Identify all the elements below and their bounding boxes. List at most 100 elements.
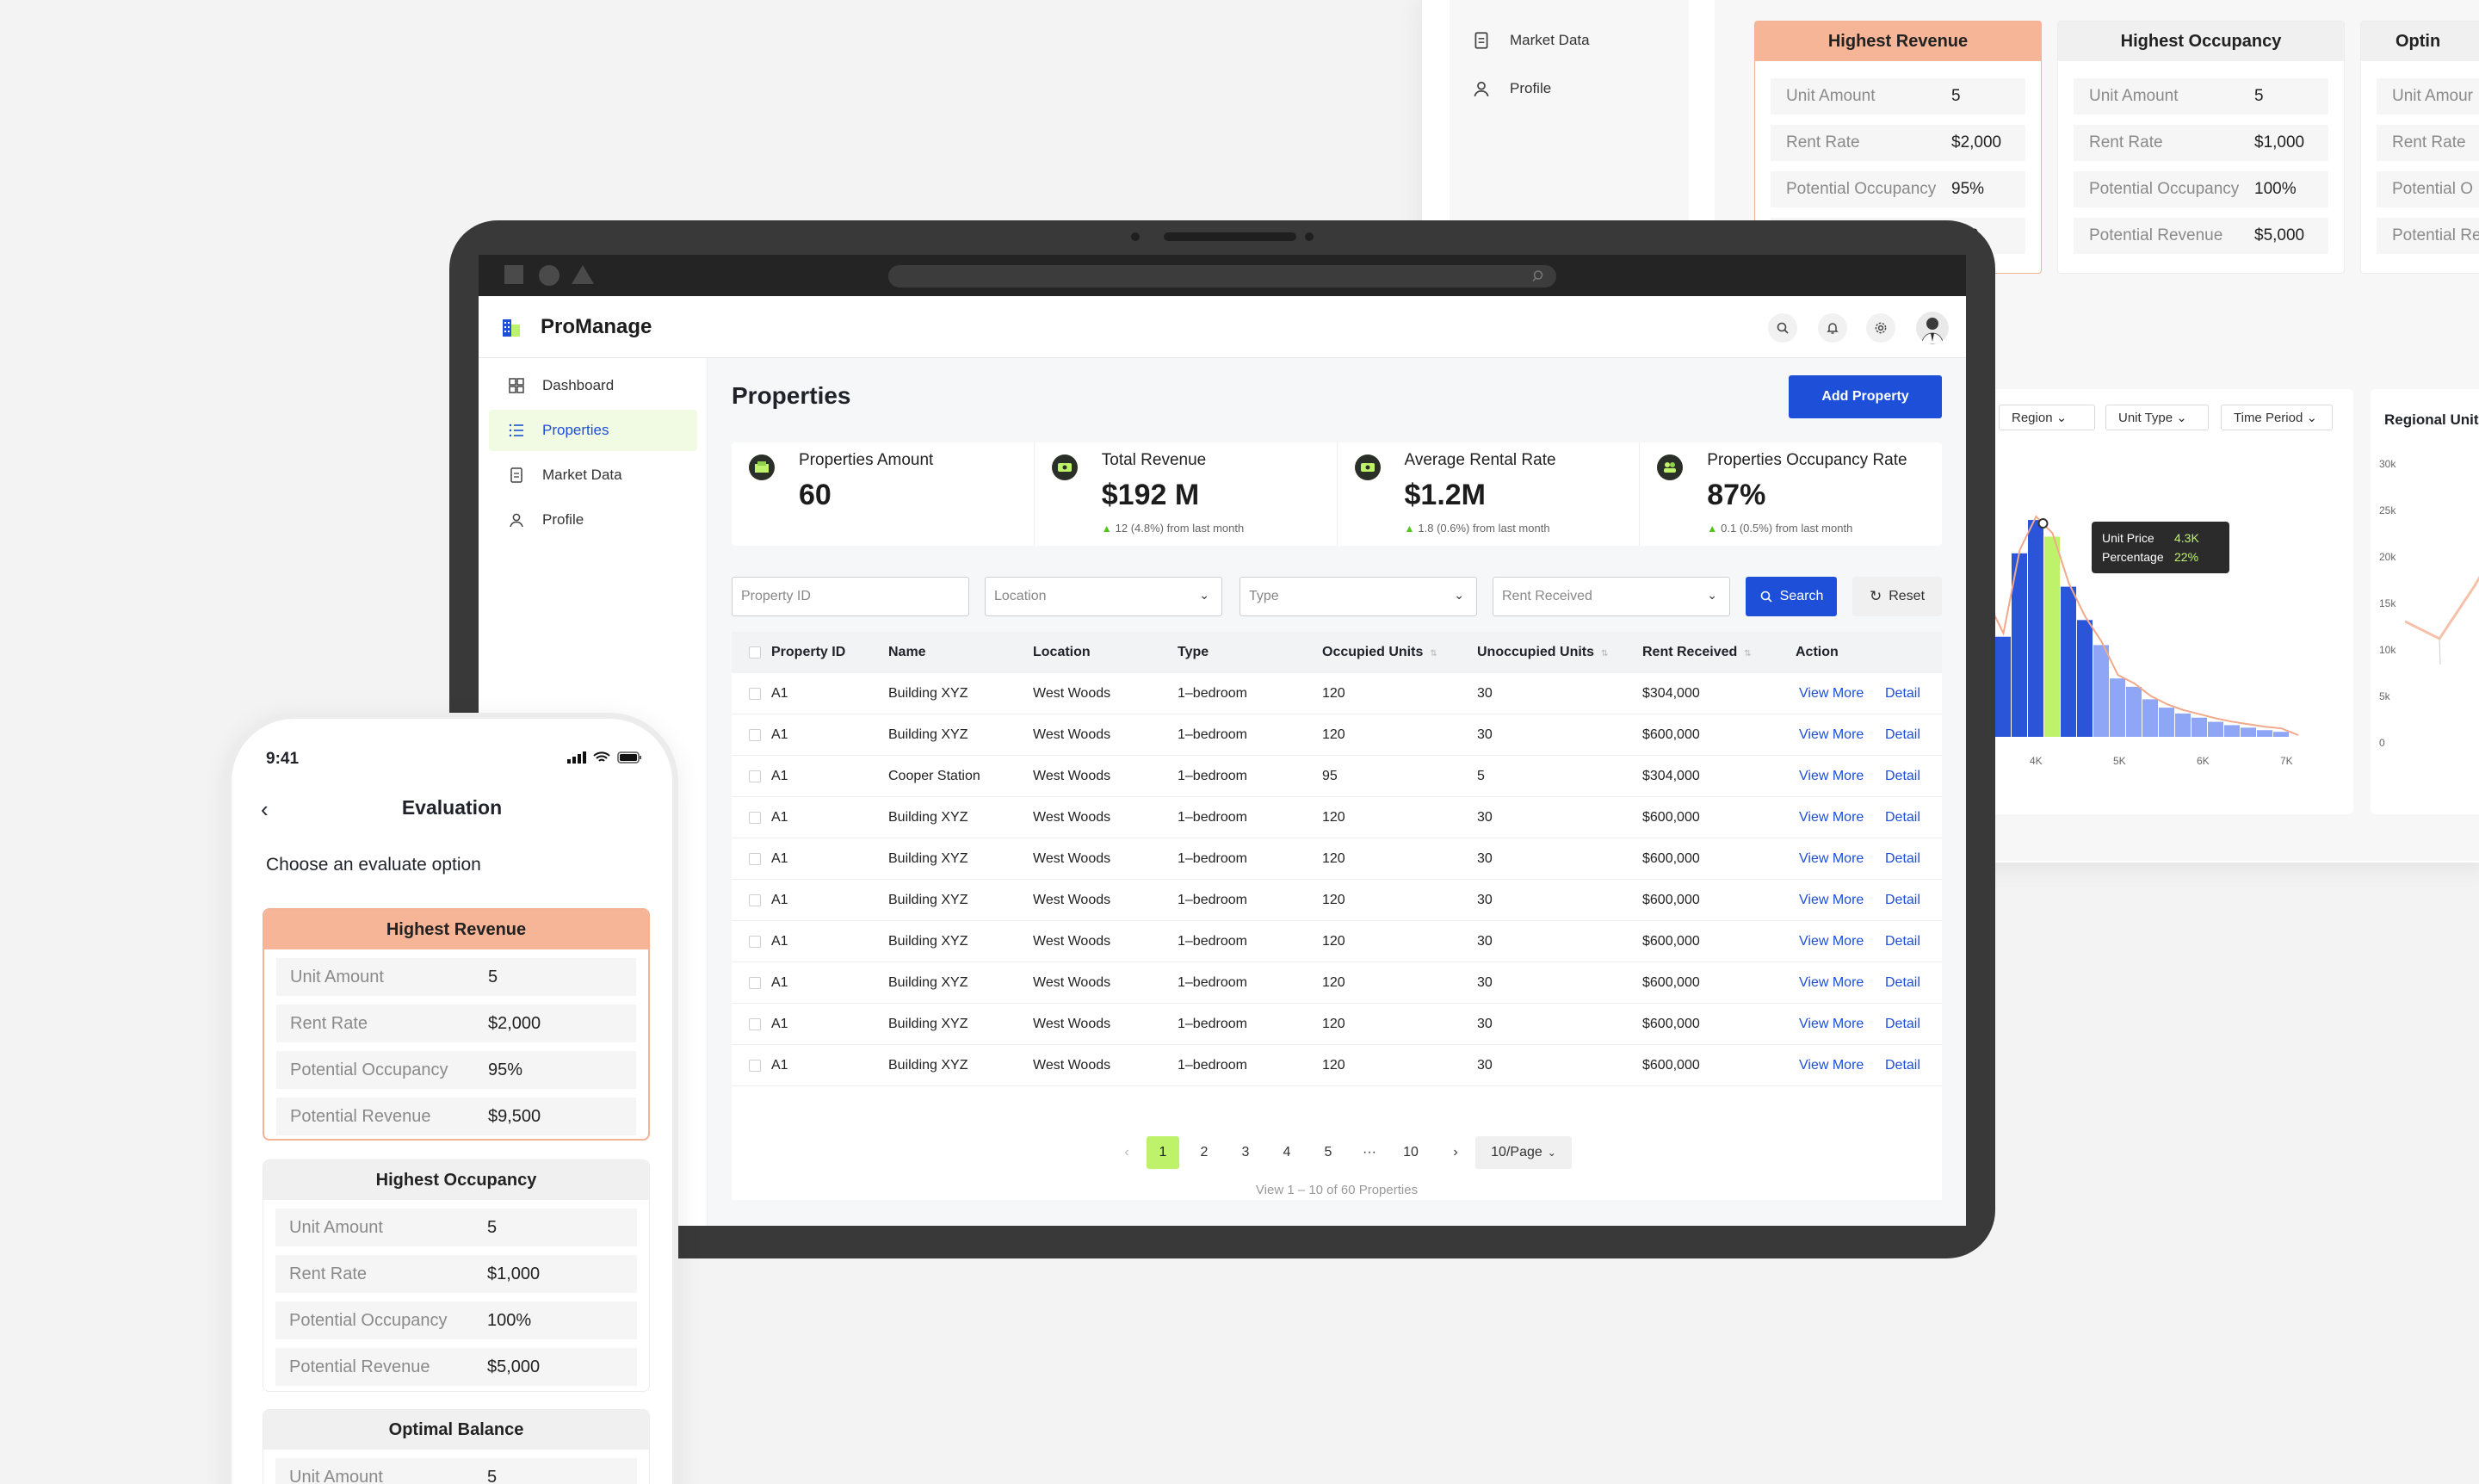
rent-received-select[interactable]: Rent Received ⌄ — [1493, 577, 1730, 616]
sidebar-item-properties[interactable]: Properties — [489, 410, 697, 451]
settings-button[interactable] — [1866, 313, 1895, 343]
view-more-link[interactable]: View More — [1799, 974, 1864, 990]
detail-link[interactable]: Detail — [1885, 809, 1920, 825]
histogram-bar — [2208, 721, 2223, 737]
row-checkbox[interactable] — [749, 1017, 761, 1030]
row-checkbox[interactable] — [749, 852, 761, 865]
stat-label: Average Rental Rate — [1404, 451, 1556, 469]
refresh-icon: ↻ — [1869, 588, 1882, 604]
card-row: Rent Rate $2,000 — [1771, 125, 2025, 161]
sidebar-item-profile[interactable]: Profile — [489, 499, 697, 541]
detail-link[interactable]: Detail — [1885, 974, 1920, 990]
cell-occupied: 120 — [1322, 685, 1345, 701]
unit-type-select[interactable]: Unit Type ⌄ — [2105, 405, 2209, 430]
cell-unoccupied: 30 — [1477, 892, 1493, 907]
view-more-link[interactable]: View More — [1799, 933, 1864, 949]
pagination-page[interactable]: 10 — [1403, 1145, 1419, 1159]
view-more-link[interactable]: View More — [1799, 1016, 1864, 1031]
cell-type: 1–bedroom — [1178, 892, 1247, 907]
view-more-link[interactable]: View More — [1799, 850, 1864, 866]
detail-link[interactable]: Detail — [1885, 1057, 1920, 1073]
cell-unoccupied: 5 — [1477, 768, 1485, 783]
col-occupied-units[interactable]: Occupied Units ⇅ — [1322, 645, 1437, 659]
pagination-page[interactable]: 3 — [1241, 1145, 1250, 1159]
y-tick-label: 20k — [2379, 551, 2396, 563]
row-checkbox[interactable] — [749, 1059, 761, 1072]
detail-link[interactable]: Detail — [1885, 1016, 1920, 1031]
header-search-button[interactable] — [1768, 313, 1797, 343]
row-checkbox[interactable] — [749, 728, 761, 741]
stat-value: 87% — [1707, 479, 1766, 511]
option-highest-revenue[interactable]: Highest Revenue Unit Amount 5 Rent Rate $2… — [263, 908, 650, 1141]
time-period-select[interactable]: Time Period ⌄ — [2221, 405, 2333, 430]
col-unoccupied-units[interactable]: Unoccupied Units ⇅ — [1477, 645, 1609, 659]
user-avatar[interactable] — [1916, 312, 1949, 344]
region-select[interactable]: Region ⌄ — [1999, 405, 2095, 430]
cell-type: 1–bedroom — [1178, 768, 1247, 783]
pagination-prev[interactable]: ‹ — [1124, 1145, 1129, 1159]
cell-unoccupied: 30 — [1477, 933, 1493, 949]
pagination-next[interactable]: › — [1453, 1145, 1458, 1159]
bg-card-highest-occupancy[interactable]: Highest Occupancy Unit Amount 5 Rent Rate… — [2057, 21, 2345, 274]
address-bar[interactable] — [888, 265, 1556, 288]
cell-rent: $600,000 — [1642, 809, 1700, 825]
col-location: Location — [1033, 645, 1091, 659]
bell-icon — [1827, 323, 1839, 334]
cell-rent: $600,000 — [1642, 727, 1700, 742]
option-highest-occupancy[interactable]: Highest Occupancy Unit Amount 5 Rent Rate… — [263, 1159, 650, 1392]
stat-label: Properties Amount — [799, 451, 934, 469]
histogram-bar — [2192, 717, 2207, 737]
cell-type: 1–bedroom — [1178, 685, 1247, 701]
view-more-link[interactable]: View More — [1799, 727, 1864, 742]
sidebar-item-dashboard[interactable]: Dashboard — [489, 365, 697, 406]
detail-link[interactable]: Detail — [1885, 768, 1920, 783]
view-more-link[interactable]: View More — [1799, 809, 1864, 825]
per-page-select[interactable]: 10/Page ⌄ — [1475, 1136, 1572, 1169]
row-checkbox[interactable] — [749, 976, 761, 989]
view-more-link[interactable]: View More — [1799, 685, 1864, 701]
pagination-page[interactable]: 1 — [1147, 1136, 1179, 1169]
row-checkbox[interactable] — [749, 770, 761, 782]
pagination-page[interactable]: 5 — [1324, 1145, 1332, 1159]
location-select[interactable]: Location ⌄ — [985, 577, 1222, 616]
pagination-page[interactable]: ··· — [1363, 1145, 1376, 1159]
cell-property-id: A1 — [771, 809, 788, 825]
cell-occupied: 120 — [1322, 933, 1345, 949]
pagination-page[interactable]: 4 — [1283, 1145, 1291, 1159]
view-more-link[interactable]: View More — [1799, 892, 1864, 907]
battery-icon — [617, 751, 641, 764]
search-icon — [1777, 322, 1789, 334]
view-more-link[interactable]: View More — [1799, 768, 1864, 783]
select-all-checkbox[interactable] — [749, 646, 761, 659]
property-id-input[interactable]: Property ID — [732, 577, 969, 616]
detail-link[interactable]: Detail — [1885, 685, 1920, 701]
cell-location: West Woods — [1033, 809, 1111, 825]
add-property-button[interactable]: Add Property — [1789, 375, 1942, 418]
row-checkbox[interactable] — [749, 687, 761, 700]
card-row: Potential Occupancy 100% — [2074, 171, 2328, 207]
detail-link[interactable]: Detail — [1885, 850, 1920, 866]
option-optimal-balance[interactable]: Optimal Balance Unit Amount 5 — [263, 1409, 650, 1484]
detail-link[interactable]: Detail — [1885, 892, 1920, 907]
type-select[interactable]: Type ⌄ — [1240, 577, 1477, 616]
row-checkbox[interactable] — [749, 893, 761, 906]
bg-nav-market-data[interactable]: Market Data — [1472, 31, 1590, 50]
sidebar-item-market-data[interactable]: Market Data — [489, 454, 697, 496]
detail-link[interactable]: Detail — [1885, 727, 1920, 742]
back-chevron-icon[interactable]: ‹ — [261, 796, 269, 822]
stat-label: Properties Occupancy Rate — [1707, 451, 1907, 469]
reset-button[interactable]: ↻ Reset — [1852, 577, 1942, 616]
table-row: A1 Building XYZ West Woods 1–bedroom 120 30 $6… — [732, 962, 1942, 1004]
row-checkbox[interactable] — [749, 935, 761, 948]
view-more-link[interactable]: View More — [1799, 1057, 1864, 1073]
bg-card-optimal[interactable]: Optin Unit Amour Rent Rate Potential O P… — [2360, 21, 2479, 274]
row-checkbox[interactable] — [749, 811, 761, 824]
notifications-button[interactable] — [1818, 313, 1847, 343]
pagination-page[interactable]: 2 — [1200, 1145, 1209, 1159]
cell-unoccupied: 30 — [1477, 1057, 1493, 1073]
col-rent-received[interactable]: Rent Received ⇅ — [1642, 645, 1752, 659]
detail-link[interactable]: Detail — [1885, 933, 1920, 949]
card-row: Potential O — [2377, 171, 2479, 207]
search-button[interactable]: Search — [1746, 577, 1837, 616]
bg-nav-profile[interactable]: Profile — [1472, 79, 1551, 98]
